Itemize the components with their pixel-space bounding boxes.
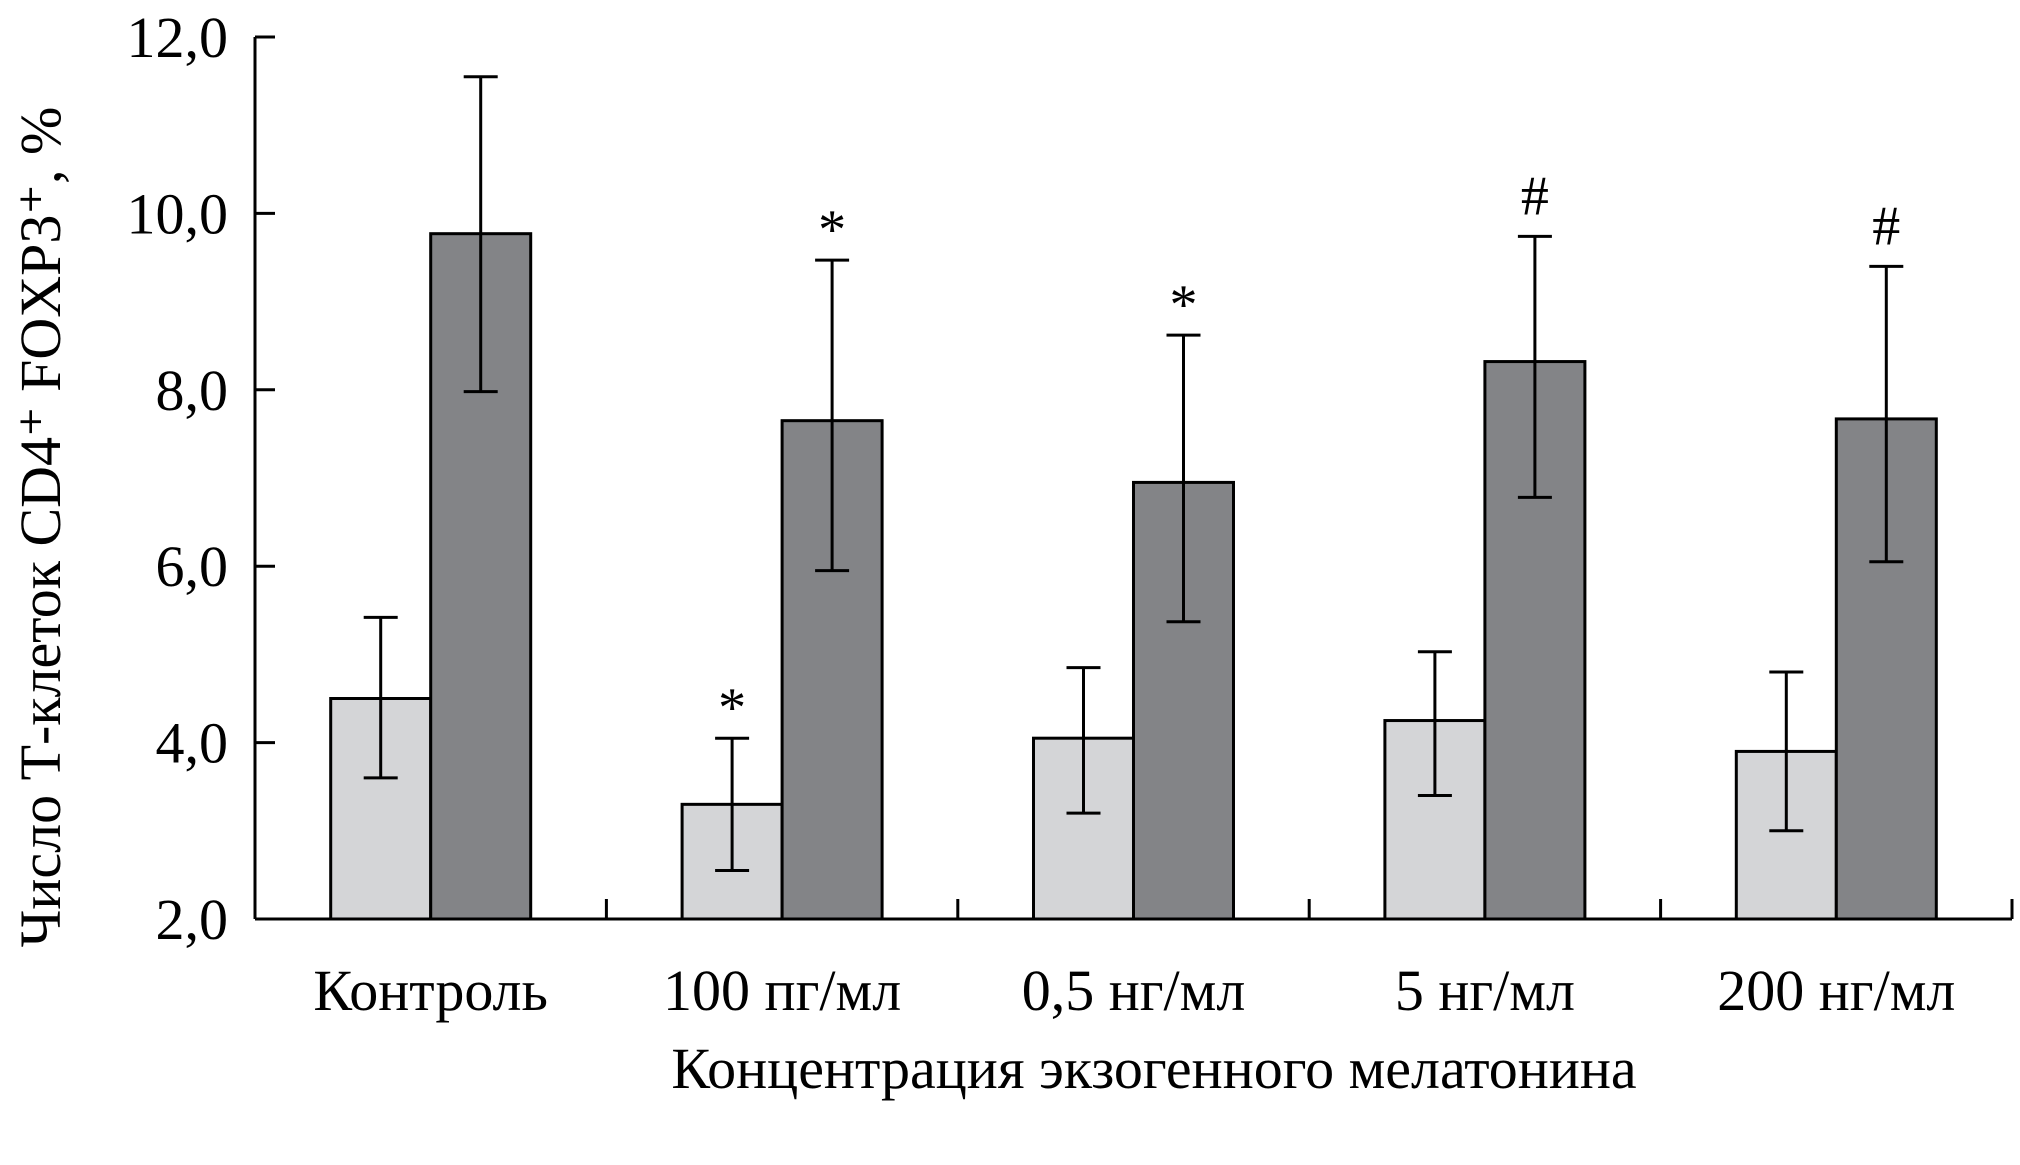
bars-layer [329, 232, 1938, 921]
y-tick-label: 6,0 [156, 534, 229, 599]
x-category-labels: Контроль 100 пг/мл 0,5 нг/мл 5 нг/мл 200 нг/… [313, 958, 1955, 1023]
y-tick-label: 8,0 [156, 358, 229, 423]
y-tick-labels: 2,0 4,0 6,0 8,0 10,0 12,0 [127, 5, 229, 952]
y-tick-label: 10,0 [127, 181, 229, 246]
x-tick-label: 200 нг/мл [1717, 958, 1955, 1023]
y-axis-title: Число Т-клеток CD4⁺ FOXP3⁺, % [8, 107, 73, 948]
significance-marker: * [1170, 274, 1198, 336]
x-tick-label: 100 пг/мл [663, 958, 901, 1023]
error-bars-layer [363, 75, 1904, 872]
x-tick-label: Контроль [313, 958, 548, 1023]
significance-marker: * [718, 677, 746, 739]
significance-markers: * * * # # [718, 165, 1900, 739]
significance-marker: * [818, 199, 846, 261]
y-tick-label: 4,0 [156, 711, 229, 776]
significance-marker: # [1521, 165, 1549, 227]
x-tick-label: 5 нг/мл [1395, 958, 1575, 1023]
y-tick-label: 2,0 [156, 887, 229, 952]
axes-layer [253, 35, 2014, 921]
x-axis-title: Концентрация экзогенного мелатонина [671, 1036, 1636, 1101]
x-tick-label: 0,5 нг/мл [1022, 958, 1246, 1023]
y-tick-label: 12,0 [127, 5, 229, 70]
significance-marker: # [1872, 195, 1900, 257]
